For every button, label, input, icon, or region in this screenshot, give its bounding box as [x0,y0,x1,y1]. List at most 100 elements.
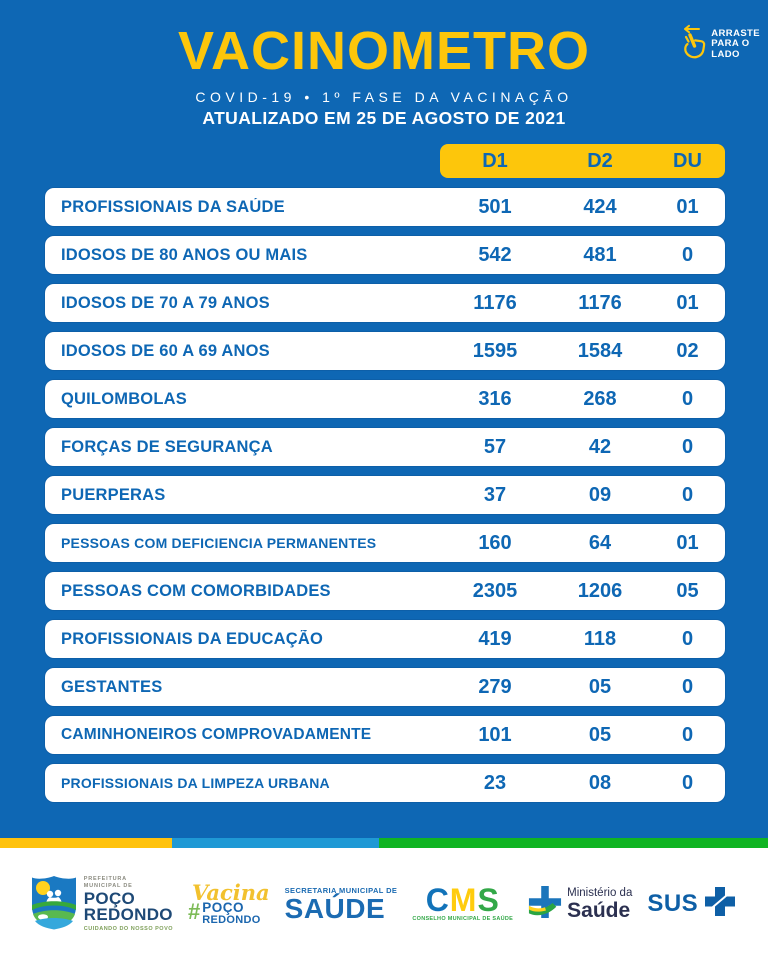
row-d2-value: 1584 [577,339,623,362]
row-label: QUILOMBOLAS [61,389,187,408]
row-du-value: 0 [681,771,694,794]
table-row: CAMINHONEIROS COMPROVADAMENTE 101 05 0 [45,716,725,754]
secretaria-saude-logo: SECRETARIA MUNICIPAL DE SAÚDE [285,886,398,923]
row-d2-value: 1206 [577,579,623,602]
cms-caption: CONSELHO MUNICIPAL DE SAÚDE [412,916,514,923]
page-subtitle: COVID-19 • 1º FASE DA VACINAÇÃO [195,89,573,105]
row-d2-value: 05 [588,675,612,698]
row-label: PROFISSIONAIS DA EDUCAÇÃO [61,629,323,648]
vacina-name-line1: POÇO [202,899,245,915]
row-d1-value: 419 [478,627,512,650]
table-row: IDOSOS DE 70 A 79 ANOS 1176 1176 01 [45,284,725,322]
row-d2-value: 424 [583,195,617,218]
sus-cross-icon [702,886,738,923]
table-row: PROFISSIONAIS DA SAÚDE 501 424 01 [45,188,725,226]
secretaria-caption: SECRETARIA MUNICIPAL DE [284,885,398,895]
cms-letter-s: S [477,881,500,918]
vacina-poco-redondo-logo: Vacina # POÇO REDONDO [188,882,270,927]
row-d2-value: 1176 [578,291,622,314]
column-header-d1: D1 [482,149,508,172]
row-du-value: 0 [681,627,694,650]
row-d1-value: 57 [483,435,507,458]
row-d1-value: 101 [478,723,512,746]
row-du-value: 05 [676,579,699,602]
hashtag-icon: # [188,898,201,924]
row-d2-value: 42 [588,435,612,458]
sus-label: SUS [647,890,699,917]
footer-logos: PREFEITURA MUNICIPAL DE POÇO REDONDO CUI… [0,848,768,960]
ministerio-saude-logo: Ministério da Saúde [528,885,632,924]
row-label: IDOSOS DE 60 A 69 ANOS [61,341,270,360]
row-du-value: 01 [676,195,699,218]
row-d1-value: 37 [483,483,507,506]
row-d2-value: 481 [583,243,617,266]
ministerio-line2: Saúde [567,898,631,922]
row-label: FORÇAS DE SEGURANÇA [61,437,273,456]
row-d2-value: 08 [588,771,612,794]
prefeitura-logo: PREFEITURA MUNICIPAL DE POÇO REDONDO CUI… [30,874,173,935]
row-label: PROFISSIONAIS DA SAÚDE [61,197,285,216]
swipe-hint-text: ARRASTE PARA O LADO [711,27,760,60]
row-d2-value: 118 [583,627,617,650]
vacina-name-line2: REDONDO [202,914,261,927]
row-d2-value: 268 [583,387,617,410]
row-d1-value: 501 [478,195,512,218]
prefeitura-dept-line2: MUNICIPAL DE [83,883,133,890]
vacina-script-text: Vacina [192,879,270,905]
sus-logo: SUS [647,886,738,923]
table-row: PROFISSIONAIS DA LIMPEZA URBANA 23 08 0 [45,764,725,802]
secretaria-name: SAÚDE [284,892,386,924]
table-row: PUERPERAS 37 09 0 [45,476,725,514]
vaccination-table: D1 D2 DU PROFISSIONAIS DA SAÚDE 501 424 … [45,144,725,802]
row-du-value: 0 [681,723,694,746]
table-row: FORÇAS DE SEGURANÇA 57 42 0 [45,428,725,466]
stripe-lightblue [172,838,379,848]
row-du-value: 0 [681,483,694,506]
row-d1-value: 316 [478,387,512,410]
row-d1-value: 23 [483,771,507,794]
row-du-value: 0 [681,243,694,266]
row-du-value: 02 [676,339,699,362]
row-d2-value: 64 [588,531,612,554]
table-row: IDOSOS DE 60 A 69 ANOS 1595 1584 02 [45,332,725,370]
row-du-value: 01 [676,531,699,554]
vax-table-body: PROFISSIONAIS DA SAÚDE 501 424 01 IDOSOS… [45,188,725,802]
row-d1-value: 279 [478,675,512,698]
row-label: PUERPERAS [61,485,166,504]
stripe-yellow [0,838,172,848]
column-header-du: DU [673,149,702,172]
table-row: PROFISSIONAIS DA EDUCAÇÃO 419 118 0 [45,620,725,658]
page-title: VACINOMETRO [178,21,590,81]
table-row: PESSOAS COM COMORBIDADES 2305 1206 05 [45,572,725,610]
cms-letter-m: M [449,881,478,918]
ministerio-line1: Ministério da [567,887,633,900]
swipe-hand-icon [678,24,706,65]
row-d2-value: 09 [588,483,612,506]
ministerio-cross-icon [528,885,562,924]
row-label: PESSOAS COM DEFICIENCIA PERMANENTES [61,535,377,551]
row-d2-value: 05 [588,723,612,746]
row-label: CAMINHONEIROS COMPROVADAMENTE [61,726,372,743]
row-d1-value: 1176 [473,291,517,314]
swipe-hint[interactable]: ARRASTE PARA O LADO [678,24,760,65]
table-header: D1 D2 DU [440,144,725,178]
row-label: PESSOAS COM COMORBIDADES [61,581,331,600]
prefeitura-name-line1: POÇO [83,888,136,908]
row-d1-value: 2305 [472,579,518,602]
table-row: IDOSOS DE 80 ANOS OU MAIS 542 481 0 [45,236,725,274]
row-label: IDOSOS DE 80 ANOS OU MAIS [61,245,308,264]
column-header-d2: D2 [587,149,613,172]
prefeitura-crest-icon [30,874,78,935]
table-row: GESTANTES 279 05 0 [45,668,725,706]
prefeitura-dept-line1: PREFEITURA [83,876,127,883]
row-du-value: 0 [681,435,694,458]
stripe-green [379,838,768,848]
table-row: PESSOAS COM DEFICIENCIA PERMANENTES 160 … [45,524,725,562]
table-row: QUILOMBOLAS 316 268 0 [45,380,725,418]
prefeitura-slogan: CUIDANDO DO NOSSO POVO [83,925,174,932]
row-label: PROFISSIONAIS DA LIMPEZA URBANA [61,775,330,791]
cms-logo: CMS CONSELHO MUNICIPAL DE SAÚDE [412,884,514,923]
row-du-value: 01 [676,291,699,314]
row-d1-value: 542 [478,243,512,266]
